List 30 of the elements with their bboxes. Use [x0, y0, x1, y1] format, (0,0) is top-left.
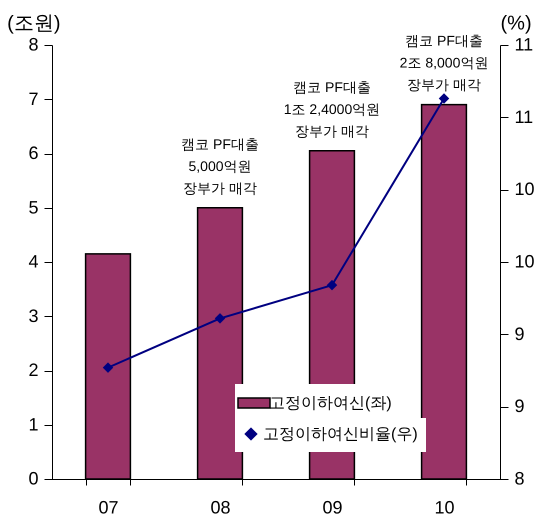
y2-tick-label: 9: [514, 396, 525, 416]
y2-tick-label: 10: [514, 252, 535, 272]
x-tick-label: 08: [210, 498, 231, 517]
annotation: 캠코 PF대출 1조 2,4000억원 장부가 매각: [284, 78, 380, 139]
y-tick-label: 4: [28, 252, 38, 272]
y2-axis-title: (%): [500, 12, 532, 34]
y2-tick-label: 9: [514, 324, 525, 344]
x-tick-label: 07: [98, 498, 119, 517]
point: [326, 280, 338, 290]
y-tick-label: 1: [28, 414, 38, 434]
y-tick-label: 3: [28, 306, 38, 326]
x-tick-label: 09: [322, 498, 343, 517]
y2-tick-label: 11: [514, 106, 534, 127]
y-tick-label: 2: [28, 360, 38, 380]
x-tick-label: 10: [434, 498, 455, 517]
y-tick-label: 6: [28, 143, 38, 163]
y2-tick-label: 11: [514, 34, 534, 54]
y-tick-label: 8: [28, 34, 38, 54]
legend-label: 고정이하여신비율(우): [263, 426, 418, 443]
point: [102, 362, 114, 373]
y-tick-label: 7: [28, 88, 38, 109]
y2-tick-label: 10: [514, 179, 535, 200]
y-tick-label: 5: [28, 197, 38, 218]
point: [438, 93, 450, 104]
annotation: 캠코 PF대출 2조 8,000억원 장부가 매각: [400, 32, 488, 93]
y-tick-label: 0: [28, 468, 38, 488]
annotation: 캠코 PF대출 5,000억원 장부가 매각: [181, 136, 259, 196]
point: [214, 313, 226, 324]
y-axis-title: (조원): [7, 12, 60, 34]
y2-tick-label: 8: [514, 468, 525, 488]
